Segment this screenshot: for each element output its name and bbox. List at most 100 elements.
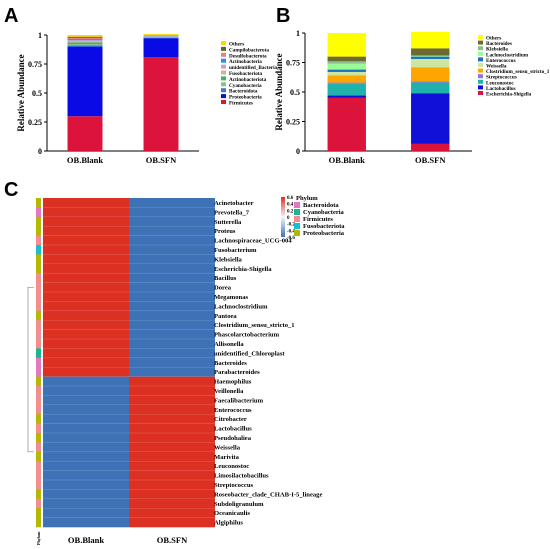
chart-b-bar-segment bbox=[327, 33, 366, 57]
heatmap-cell bbox=[129, 320, 215, 330]
chart-a-legend-swatch bbox=[221, 94, 226, 99]
heatmap-cell bbox=[43, 273, 129, 283]
phylum-annotation-cell bbox=[36, 207, 41, 218]
chart-b-bar-segment bbox=[327, 82, 366, 84]
phylum-annotation-cell bbox=[36, 329, 41, 340]
chart-a-legend-label: Firmicutes bbox=[229, 101, 253, 107]
heatmap-row-label: Lachnospiraceae_UCG-004 bbox=[214, 238, 292, 245]
phylum-annotation-cell bbox=[36, 254, 41, 265]
heatmap-cell bbox=[129, 451, 215, 462]
chart-a-bar-segment bbox=[67, 116, 103, 151]
panel-label-a: A bbox=[4, 5, 18, 27]
chart-a-legend-label: Fusobacteriota bbox=[229, 71, 263, 77]
chart-b-bar-segment bbox=[327, 83, 366, 96]
heatmap-cell bbox=[129, 254, 215, 265]
heatmap-row-label: Fusobacterium bbox=[214, 247, 257, 254]
chart-a-legend-label: Actinobacteria bbox=[229, 59, 262, 65]
chart-b-legend-swatch bbox=[478, 91, 483, 95]
heatmap-cell bbox=[43, 367, 129, 377]
chart-a-legend-swatch bbox=[221, 88, 226, 93]
chart-b-legend-swatch bbox=[478, 57, 483, 62]
heatmap-cell bbox=[43, 461, 129, 471]
heatmap-cell bbox=[129, 235, 215, 246]
heatmap-row-label: Marivita bbox=[214, 454, 240, 461]
chart-b-bar-segment bbox=[411, 67, 450, 82]
chart-b-legend-label: Enterococcus bbox=[486, 58, 516, 64]
heatmap-cell bbox=[129, 414, 215, 424]
heatmap-cell bbox=[43, 489, 129, 500]
heatmap-row-label: Proteus bbox=[214, 228, 236, 235]
panel-label-c: C bbox=[4, 179, 18, 201]
chart-b-bar-segment bbox=[411, 56, 450, 59]
heatmap-cell bbox=[43, 320, 129, 330]
chart-b-y-tick-label: 0 bbox=[296, 147, 300, 156]
chart-b-bar-segment bbox=[411, 93, 450, 144]
heatmap-row-label: Pantoea bbox=[214, 313, 237, 320]
phylum-annotation-cell bbox=[36, 357, 41, 368]
heatmap-cell bbox=[129, 508, 215, 518]
heatmap-cell bbox=[129, 357, 215, 368]
phylum-annotation-cell bbox=[36, 301, 41, 312]
chart-a-legend-label: Cyanobacteria bbox=[229, 83, 262, 89]
heatmap-cell bbox=[129, 245, 215, 255]
heatmap-row-label: Limosilactobacillus bbox=[214, 473, 269, 480]
chart-b-bar-segment bbox=[327, 71, 366, 76]
chart-b-legend-label: Leuconostoc bbox=[486, 80, 514, 86]
heatmap-cell bbox=[43, 386, 129, 396]
chart-a-bar-segment bbox=[143, 34, 179, 36]
heatmap-cell bbox=[43, 216, 129, 227]
chart-b-y-tick-label: 0.25 bbox=[286, 118, 300, 127]
chart-a-bar-segment bbox=[67, 41, 103, 43]
heatmap-cell bbox=[43, 357, 129, 368]
heatmap-row-label: Enterococcus bbox=[214, 407, 252, 414]
heatmap-cell bbox=[43, 245, 129, 255]
chart-b-bar-segment bbox=[411, 81, 450, 83]
heatmap-cell bbox=[129, 263, 215, 274]
heatmap-cell bbox=[129, 207, 215, 218]
heatmap-cell bbox=[129, 470, 215, 481]
heatmap-row-label: Sutterella bbox=[214, 219, 242, 226]
chart-b-legend-label: Escherichia-Shigella bbox=[486, 92, 532, 98]
heatmap-cell bbox=[129, 348, 215, 359]
chart-b-legend-swatch bbox=[478, 51, 483, 56]
heatmap-cell bbox=[43, 310, 129, 321]
heatmap-cell bbox=[43, 207, 129, 218]
heatmap-row-label: Streptococcus bbox=[214, 482, 254, 489]
heatmap-cell bbox=[129, 461, 215, 471]
phylum-annotation-cell bbox=[36, 395, 41, 406]
phylum-legend-swatch bbox=[294, 230, 300, 236]
heatmap-cell bbox=[129, 367, 215, 377]
chart-a-bar-segment bbox=[143, 38, 179, 58]
row-dendrogram bbox=[27, 286, 34, 453]
heatmap-cell bbox=[43, 414, 129, 424]
chart-a-legend-label: Actinobacteriota bbox=[229, 77, 267, 83]
heatmap-row-label: Roseobacter_clade_CHAB-I-5_lineage bbox=[214, 491, 322, 498]
color-scale-tick-label: 0.2 bbox=[287, 209, 294, 214]
chart-b-legend-swatch bbox=[478, 68, 483, 73]
color-scale-tick-label: 0.6 bbox=[287, 196, 294, 201]
phylum-annotation-cell bbox=[36, 517, 41, 528]
heatmap-cell bbox=[43, 451, 129, 462]
chart-b-legend-swatch bbox=[478, 85, 483, 90]
heatmap-cell bbox=[43, 508, 129, 518]
chart-a-legend-swatch bbox=[221, 64, 226, 69]
stacked-bar-chart-b: 0 0.25 0.5 0.75 1 Relative Abundance OB.Blank O… bbox=[274, 29, 550, 165]
color-scale-tick-label: -0.4 bbox=[287, 229, 295, 234]
heatmap-cell bbox=[129, 517, 215, 528]
heatmap-cell bbox=[129, 489, 215, 500]
phylum-legend-swatch bbox=[294, 223, 300, 229]
phylum-legend-swatch bbox=[294, 216, 300, 222]
heatmap-cell bbox=[129, 226, 215, 236]
phylum-annotation-cell bbox=[36, 339, 41, 349]
heatmap-cell bbox=[43, 329, 129, 340]
phylum-annotation-cell bbox=[36, 386, 41, 396]
chart-b-y-tick-label: 0.75 bbox=[286, 59, 300, 68]
chart-a-legend-swatch bbox=[221, 46, 226, 51]
chart-a-bar-segment bbox=[67, 40, 103, 42]
chart-a-y-tick-label: 1 bbox=[38, 31, 42, 40]
chart-a-legend-swatch bbox=[221, 82, 226, 87]
chart-a-bar-segment bbox=[143, 37, 179, 39]
phylum-annotation-cell bbox=[36, 216, 41, 227]
